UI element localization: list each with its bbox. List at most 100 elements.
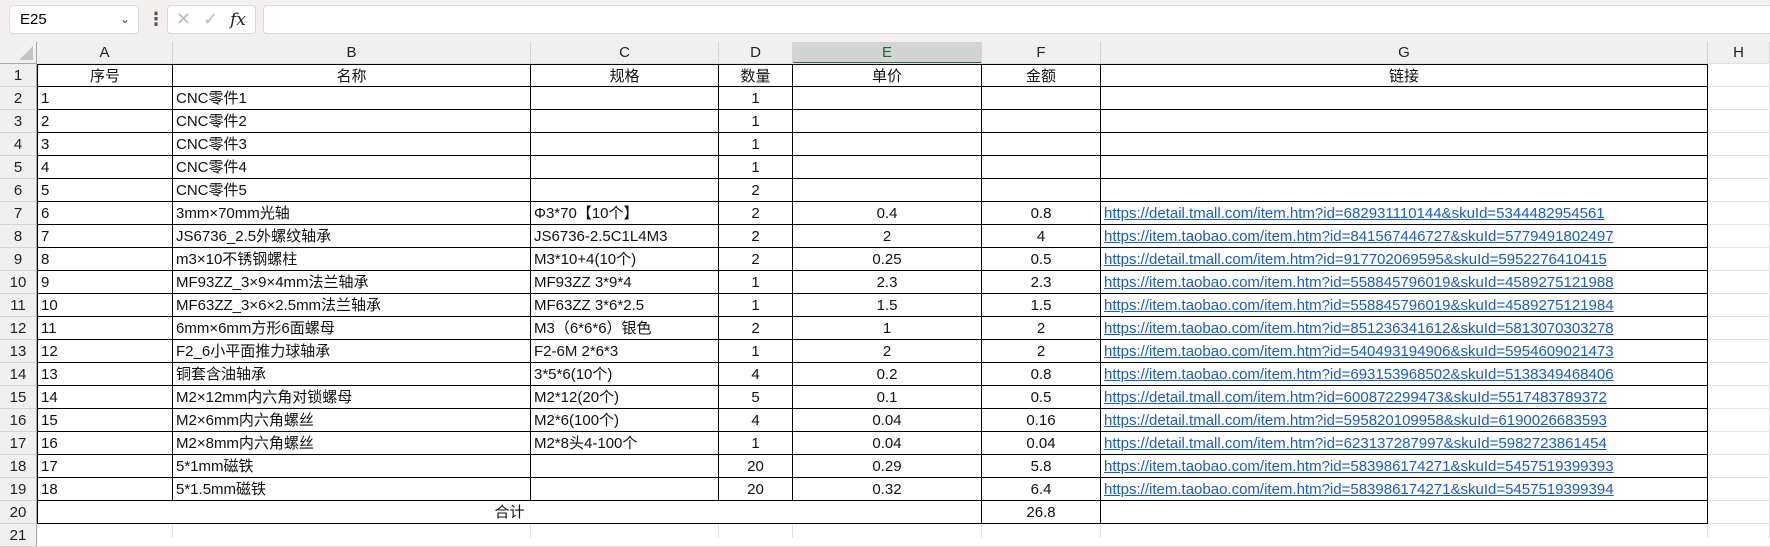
cell-link[interactable]: https://item.taobao.com/item.htm?id=5839… — [1101, 478, 1708, 501]
cell-seq: 17 — [37, 455, 173, 478]
cell-price: 1.5 — [793, 294, 982, 317]
cell-link[interactable]: https://detail.tmall.com/item.htm?id=682… — [1101, 202, 1708, 225]
cell-seq: 7 — [37, 225, 173, 248]
confirm-icon[interactable]: ✓ — [203, 9, 219, 29]
row-header-9[interactable]: 9 — [0, 248, 37, 271]
cell-link[interactable] — [1101, 110, 1708, 133]
cell-spec: M3（6*6*6）银色 — [531, 317, 719, 340]
row-header-12[interactable]: 12 — [0, 317, 37, 340]
cell-spec: M2*8头4-100个 — [531, 432, 719, 455]
header-price: 单价 — [793, 64, 982, 87]
row-header-19[interactable]: 19 — [0, 478, 37, 501]
chevron-down-icon[interactable]: ⌄ — [119, 12, 130, 26]
row-header-15[interactable]: 15 — [0, 386, 37, 409]
cell-price — [793, 156, 982, 179]
cell-link[interactable]: https://item.taobao.com/item.htm?id=6931… — [1101, 363, 1708, 386]
formula-input[interactable] — [263, 5, 1770, 34]
cell-name: F2_6小平面推力球轴承 — [173, 340, 531, 363]
header-amount: 金额 — [982, 64, 1101, 87]
row-header-5[interactable]: 5 — [0, 156, 37, 179]
cell-price: 0.4 — [793, 202, 982, 225]
cell-qty: 1 — [719, 156, 793, 179]
row-header-1[interactable]: 1 — [0, 64, 37, 87]
fx-icon[interactable]: fx — [230, 10, 246, 30]
cell-link[interactable]: https://item.taobao.com/item.htm?id=5588… — [1101, 271, 1708, 294]
more-options-icon[interactable]: ⋮ — [147, 9, 165, 29]
cell-spec: M2*6(100个) — [531, 409, 719, 432]
row-header-3[interactable]: 3 — [0, 110, 37, 133]
cell-link[interactable]: https://detail.tmall.com/item.htm?id=600… — [1101, 386, 1708, 409]
cell-name: CNC零件2 — [173, 110, 531, 133]
row-header-20[interactable]: 20 — [0, 501, 37, 524]
cell-link[interactable]: https://detail.tmall.com/item.htm?id=595… — [1101, 409, 1708, 432]
column-header-f[interactable]: F — [982, 42, 1101, 64]
column-header-g[interactable]: G — [1101, 42, 1708, 64]
cell-link[interactable] — [1101, 179, 1708, 202]
cell-qty: 2 — [719, 179, 793, 202]
cell-amount — [982, 179, 1101, 202]
cell-price — [793, 110, 982, 133]
header-link[interactable]: 链接 — [1101, 64, 1708, 87]
cell-amount: 2 — [982, 317, 1101, 340]
select-all-button[interactable] — [0, 42, 37, 64]
cell-price: 0.1 — [793, 386, 982, 409]
header-name: 名称 — [173, 64, 531, 87]
row-header-10[interactable]: 10 — [0, 271, 37, 294]
cell-name: CNC零件5 — [173, 179, 531, 202]
cell-name: 3mm×70mm光轴 — [173, 202, 531, 225]
cell-amount — [982, 87, 1101, 110]
column-header-c[interactable]: C — [531, 42, 719, 64]
cell-link[interactable]: https://item.taobao.com/item.htm?id=5588… — [1101, 294, 1708, 317]
column-header-b[interactable]: B — [173, 42, 531, 64]
cell-amount: 2 — [982, 340, 1101, 363]
cell-spec: M2*12(20个) — [531, 386, 719, 409]
cell-link[interactable] — [1101, 133, 1708, 156]
cell-name: M2×8mm内六角螺丝 — [173, 432, 531, 455]
cell-link[interactable] — [1101, 87, 1708, 110]
name-box[interactable]: E25 ⌄ — [9, 5, 139, 34]
cell-link[interactable]: https://item.taobao.com/item.htm?id=5839… — [1101, 455, 1708, 478]
cell-seq: 16 — [37, 432, 173, 455]
cell-name: CNC零件3 — [173, 133, 531, 156]
cell-name: MF93ZZ_3×9×4mm法兰轴承 — [173, 271, 531, 294]
cell-qty: 2 — [719, 225, 793, 248]
row-header-13[interactable]: 13 — [0, 340, 37, 363]
column-header-h[interactable]: H — [1708, 42, 1770, 64]
cell-link[interactable]: https://detail.tmall.com/item.htm?id=917… — [1101, 248, 1708, 271]
cell-seq: 10 — [37, 294, 173, 317]
cell-link[interactable]: https://item.taobao.com/item.htm?id=5404… — [1101, 340, 1708, 363]
row-header-11[interactable]: 11 — [0, 294, 37, 317]
cancel-icon[interactable]: ✕ — [176, 9, 192, 29]
cell-spec: M3*10+4(10个) — [531, 248, 719, 271]
cell-amount — [982, 133, 1101, 156]
header-spec: 规格 — [531, 64, 719, 87]
row-header-7[interactable]: 7 — [0, 202, 37, 225]
row-header-17[interactable]: 17 — [0, 432, 37, 455]
cell-qty: 2 — [719, 202, 793, 225]
row-header-14[interactable]: 14 — [0, 363, 37, 386]
row-header-18[interactable]: 18 — [0, 455, 37, 478]
total-label: 合计 — [37, 501, 982, 524]
column-header-e[interactable]: E — [793, 42, 982, 64]
cell-spec: 3*5*6(10个) — [531, 363, 719, 386]
cell-qty: 20 — [719, 455, 793, 478]
cell-seq: 9 — [37, 271, 173, 294]
cell-spec: JS6736-2.5C1L4M3 — [531, 225, 719, 248]
row-header-4[interactable]: 4 — [0, 133, 37, 156]
cell-link[interactable] — [1101, 501, 1708, 524]
column-header-a[interactable]: A — [37, 42, 173, 64]
cell-link[interactable] — [1101, 156, 1708, 179]
row-header-6[interactable]: 6 — [0, 179, 37, 202]
row-header-8[interactable]: 8 — [0, 225, 37, 248]
cell-seq: 18 — [37, 478, 173, 501]
row-header-21[interactable]: 21 — [0, 524, 37, 547]
cell-seq: 3 — [37, 133, 173, 156]
cell-link[interactable]: https://item.taobao.com/item.htm?id=8415… — [1101, 225, 1708, 248]
row-header-2[interactable]: 2 — [0, 87, 37, 110]
column-header-d[interactable]: D — [719, 42, 793, 64]
cell-amount: 1.5 — [982, 294, 1101, 317]
cell-link[interactable]: https://detail.tmall.com/item.htm?id=623… — [1101, 432, 1708, 455]
cell-price — [793, 179, 982, 202]
row-header-16[interactable]: 16 — [0, 409, 37, 432]
cell-link[interactable]: https://item.taobao.com/item.htm?id=8512… — [1101, 317, 1708, 340]
